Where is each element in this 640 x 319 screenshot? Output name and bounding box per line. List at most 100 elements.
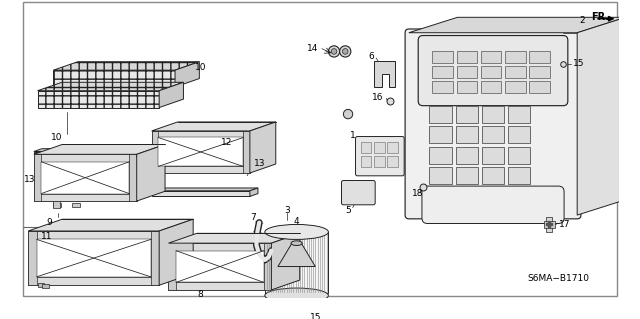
Text: 3: 3 [284, 206, 290, 215]
Bar [432, 66, 452, 78]
Bar [508, 126, 531, 143]
Polygon shape [54, 201, 60, 208]
Polygon shape [137, 149, 145, 157]
Bar [482, 106, 504, 122]
Bar [374, 156, 385, 167]
Text: 10: 10 [51, 133, 62, 142]
Bar [289, 299, 304, 308]
Polygon shape [159, 82, 184, 108]
Polygon shape [547, 217, 552, 232]
Bar [429, 106, 452, 122]
Text: 14: 14 [307, 44, 318, 53]
Bar [456, 126, 478, 143]
Circle shape [342, 48, 348, 54]
Bar [505, 51, 525, 63]
Text: 1: 1 [350, 131, 356, 140]
Polygon shape [38, 91, 159, 108]
Bar [505, 81, 525, 93]
Text: 16: 16 [372, 93, 383, 102]
Ellipse shape [265, 288, 328, 303]
Bar [505, 66, 525, 78]
Polygon shape [168, 243, 176, 290]
Polygon shape [28, 231, 159, 240]
Circle shape [328, 46, 340, 57]
Bar [481, 81, 501, 93]
Bar [508, 106, 531, 122]
FancyBboxPatch shape [342, 181, 375, 205]
Polygon shape [151, 231, 159, 285]
Text: S6MA−B1710: S6MA−B1710 [527, 274, 589, 283]
Bar [481, 51, 501, 63]
Circle shape [344, 109, 353, 119]
Bar [529, 51, 550, 63]
Text: 5: 5 [345, 206, 351, 215]
Polygon shape [129, 154, 137, 201]
FancyBboxPatch shape [356, 137, 404, 176]
FancyBboxPatch shape [422, 186, 564, 224]
Text: 15: 15 [310, 314, 321, 319]
Polygon shape [38, 283, 44, 287]
Polygon shape [28, 231, 36, 285]
Bar [482, 126, 504, 143]
Bar [456, 66, 477, 78]
Bar [387, 142, 397, 153]
Polygon shape [54, 62, 199, 70]
Bar [432, 81, 452, 93]
Polygon shape [168, 243, 271, 251]
Polygon shape [152, 167, 250, 173]
Bar [429, 167, 452, 184]
Polygon shape [28, 219, 193, 231]
Polygon shape [34, 152, 137, 157]
Text: 17: 17 [559, 220, 570, 229]
Polygon shape [34, 154, 137, 162]
Polygon shape [158, 137, 243, 167]
Polygon shape [250, 122, 276, 173]
Polygon shape [168, 243, 271, 290]
Polygon shape [28, 277, 159, 285]
Polygon shape [36, 240, 151, 277]
Bar [387, 156, 397, 167]
Bar [482, 147, 504, 164]
Bar [482, 167, 504, 184]
Text: 10: 10 [195, 63, 206, 72]
Ellipse shape [283, 299, 310, 307]
Bar [529, 81, 550, 93]
Text: 13: 13 [253, 159, 265, 168]
Bar [508, 147, 531, 164]
Bar [529, 66, 550, 78]
Polygon shape [54, 70, 175, 87]
Polygon shape [152, 131, 250, 173]
Polygon shape [577, 17, 626, 215]
Bar [429, 126, 452, 143]
Text: FR.: FR. [591, 12, 609, 22]
Bar [456, 167, 478, 184]
Polygon shape [264, 243, 271, 290]
Bar [361, 142, 371, 153]
Bar [432, 51, 452, 63]
Polygon shape [176, 251, 264, 282]
Polygon shape [409, 17, 626, 33]
Polygon shape [175, 62, 199, 87]
Bar [456, 81, 477, 93]
Bar [456, 147, 478, 164]
Polygon shape [152, 131, 250, 137]
Bar [361, 156, 371, 167]
Polygon shape [152, 131, 158, 173]
Bar [265, 232, 328, 293]
Polygon shape [152, 188, 258, 191]
Text: 9: 9 [46, 218, 52, 227]
Text: 13: 13 [24, 175, 36, 184]
Bar [429, 147, 452, 164]
Polygon shape [152, 122, 276, 131]
Text: 7: 7 [250, 213, 255, 222]
Text: 12: 12 [221, 138, 232, 147]
Polygon shape [250, 188, 258, 197]
Text: 2: 2 [579, 16, 585, 25]
Text: 6: 6 [369, 52, 374, 61]
Polygon shape [243, 131, 250, 173]
Bar [456, 106, 478, 122]
Text: 4: 4 [294, 217, 300, 226]
Polygon shape [34, 149, 145, 152]
Polygon shape [271, 233, 300, 290]
Text: 8: 8 [197, 290, 203, 299]
